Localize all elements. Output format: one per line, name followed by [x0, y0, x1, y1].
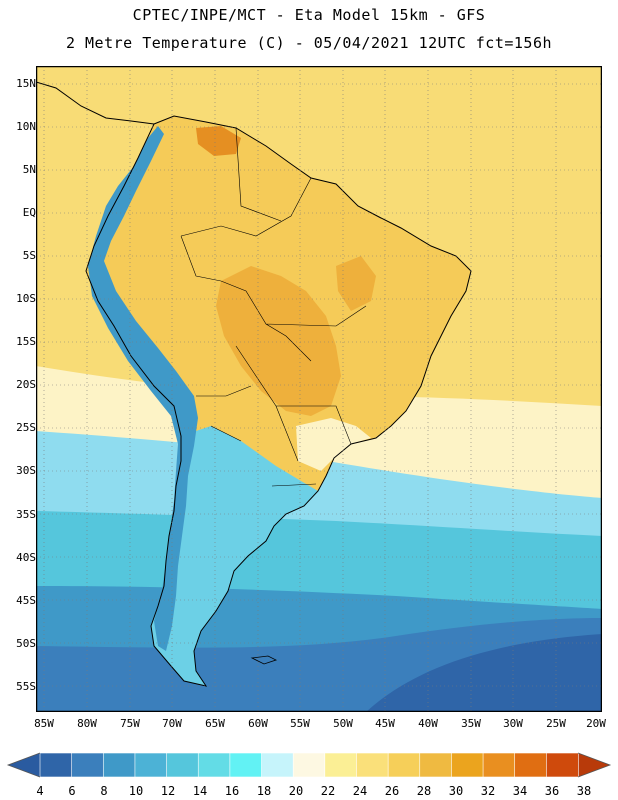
lon-label-45w: 45W: [375, 717, 395, 730]
lat-label-50s: 50S: [16, 637, 36, 650]
colorbar-tick-20: 20: [288, 784, 304, 798]
hottest-llanos: [196, 126, 241, 156]
lon-label-65w: 65W: [205, 717, 225, 730]
lon-label-20w: 20W: [586, 717, 606, 730]
colorbar-tick-16: 16: [224, 784, 240, 798]
country-borders: [180, 127, 367, 487]
colorbar-swatch: [166, 752, 199, 778]
lat-label-30s: 30S: [16, 464, 36, 477]
colorbar-tick-22: 22: [320, 784, 336, 798]
lat-label-45s: 45S: [16, 594, 36, 607]
colorbar-right-arrow: [578, 753, 610, 777]
lat-label-15n: 15N: [16, 77, 36, 90]
lon-label-35w: 35W: [461, 717, 481, 730]
colorbar-swatch: [419, 752, 453, 778]
colorbar-swatch: [546, 752, 579, 778]
lat-label-eq: EQ: [22, 206, 36, 219]
lon-label-50w: 50W: [333, 717, 353, 730]
lat-label-25s: 25S: [16, 421, 36, 434]
map-frame: [36, 66, 602, 712]
lat-label-20s: 20S: [16, 378, 36, 391]
cool-southern-land: [151, 426, 318, 686]
colorbar-tick-6: 6: [68, 784, 76, 798]
colorbar-tick-14: 14: [192, 784, 208, 798]
lat-label-35s: 35S: [16, 508, 36, 521]
lon-label-80w: 80W: [77, 717, 97, 730]
colorbar-swatch: [482, 752, 516, 778]
colorbar-tick-12: 12: [160, 784, 176, 798]
colorbar-left-arrow: [8, 753, 40, 777]
lon-label-25w: 25W: [546, 717, 566, 730]
colorbar-tick-36: 36: [544, 784, 560, 798]
title-line-variable: 2 Metre Temperature (C) - 05/04/2021 12U…: [65, 34, 553, 52]
lat-label-10s: 10S: [16, 292, 36, 305]
colorbar-tick-10: 10: [128, 784, 144, 798]
colorbar-tick-8: 8: [100, 784, 108, 798]
colorbar-swatch: [102, 752, 136, 778]
colorbar-tick-18: 18: [256, 784, 272, 798]
hot-east: [336, 256, 376, 311]
colorbar-tick-24: 24: [352, 784, 368, 798]
colorbar-swatch: [387, 752, 421, 778]
colorbar: [6, 752, 612, 778]
lon-label-75w: 75W: [120, 717, 140, 730]
lat-label-40s: 40S: [16, 551, 36, 564]
lon-label-55w: 55W: [290, 717, 310, 730]
lat-label-10n: 10N: [16, 120, 36, 133]
temperature-map: [36, 66, 602, 712]
title-line-model: CPTEC/INPE/MCT - Eta Model 15km - GFS: [132, 6, 486, 24]
colorbar-tick-30: 30: [448, 784, 464, 798]
andes-cold-strip: [88, 126, 198, 651]
colorbar-swatch: [134, 752, 168, 778]
falkland-islands: [250, 655, 278, 665]
lon-label-60w: 60W: [248, 717, 268, 730]
colorbar-tick-26: 26: [384, 784, 400, 798]
colorbar-swatch: [356, 752, 389, 778]
lon-label-70w: 70W: [162, 717, 182, 730]
mild-southeast: [296, 418, 371, 471]
lat-label-15s: 15S: [16, 335, 36, 348]
colorbar-swatch: [71, 752, 104, 778]
colorbar-swatch: [324, 752, 358, 778]
lat-label-5s: 5S: [22, 249, 36, 262]
colorbar-tick-32: 32: [480, 784, 496, 798]
colorbar-tick-28: 28: [416, 784, 432, 798]
colorbar-swatch: [292, 752, 326, 778]
ocean-band-4c: [366, 634, 602, 712]
central-america-coast: [36, 81, 155, 125]
coastline: [85, 115, 472, 687]
colorbar-swatch: [451, 752, 484, 778]
colorbar-tick-34: 34: [512, 784, 528, 798]
lon-label-85w: 85W: [34, 717, 54, 730]
lon-label-30w: 30W: [503, 717, 523, 730]
colorbar-swatch: [197, 752, 231, 778]
colorbar-swatches: [39, 752, 579, 778]
hot-interior: [216, 266, 341, 416]
colorbar-swatch: [261, 752, 294, 778]
lat-label-5n: 5N: [22, 163, 36, 176]
colorbar-swatch: [39, 752, 73, 778]
lon-label-40w: 40W: [418, 717, 438, 730]
lat-label-55s: 55S: [16, 680, 36, 693]
colorbar-tick-4: 4: [36, 784, 44, 798]
colorbar-tick-38: 38: [576, 784, 592, 798]
colorbar-swatch: [229, 752, 263, 778]
colorbar-swatch: [514, 752, 547, 778]
